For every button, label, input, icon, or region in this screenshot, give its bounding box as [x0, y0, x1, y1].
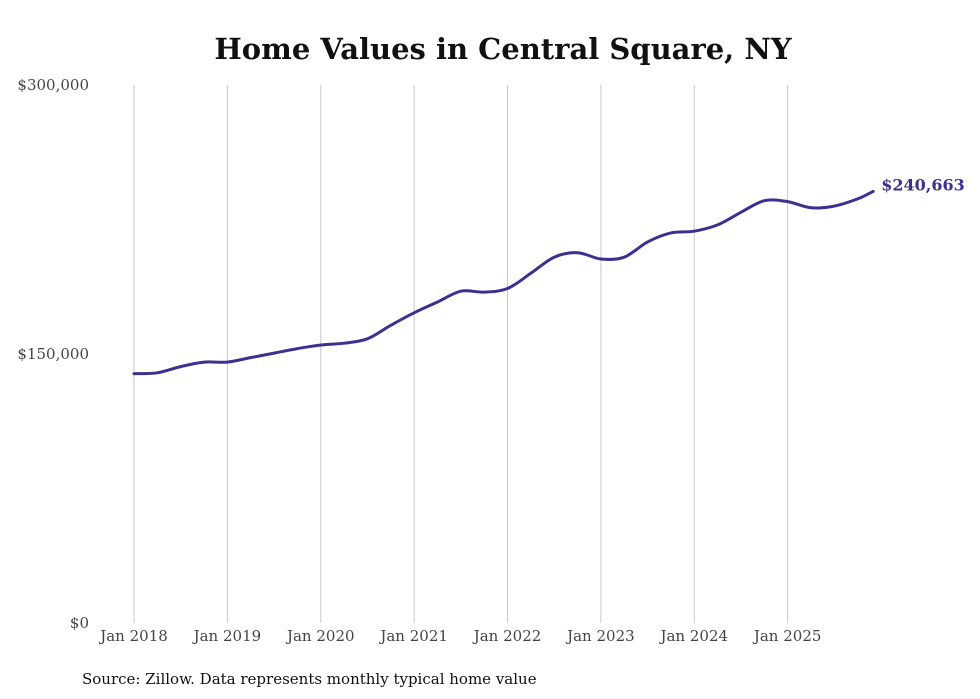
- y-tick-label: $300,000: [17, 76, 89, 94]
- y-tick-label: $150,000: [17, 345, 89, 363]
- end-value-label: $240,663: [881, 175, 965, 194]
- chart-title: Home Values in Central Square, NY: [214, 32, 791, 66]
- y-axis-ticks: $0 $150,000 $300,000: [17, 76, 89, 632]
- x-tick-label: Jan 2020: [285, 627, 355, 645]
- x-axis-ticks: Jan 2018 Jan 2019 Jan 2020 Jan 2021 Jan 2022…: [98, 627, 821, 645]
- x-tick-label: Jan 2021: [378, 627, 448, 645]
- x-tick-label: Jan 2018: [98, 627, 168, 645]
- x-tick-label: Jan 2025: [752, 627, 822, 645]
- x-tick-label: Jan 2019: [192, 627, 262, 645]
- series-line-0: [132, 189, 875, 376]
- x-tick-label: Jan 2022: [472, 627, 542, 645]
- x-tick-label: Jan 2023: [565, 627, 635, 645]
- source-note: Source: Zillow. Data represents monthly …: [82, 670, 537, 688]
- y-tick-label: $0: [70, 614, 89, 632]
- grid-lines: [133, 85, 789, 623]
- series-layer: [132, 189, 875, 376]
- x-tick-label: Jan 2024: [658, 627, 728, 645]
